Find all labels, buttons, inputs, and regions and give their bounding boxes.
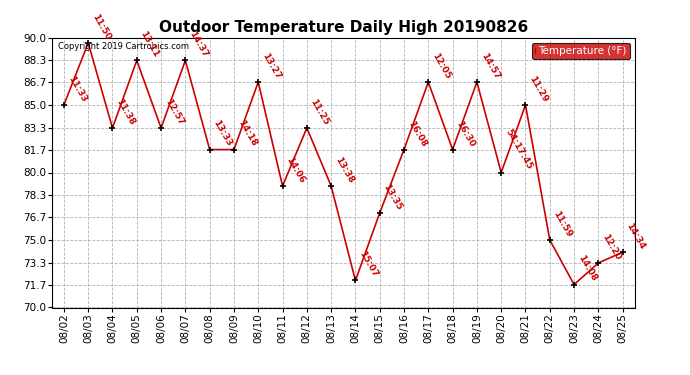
Text: 14:18: 14:18: [236, 119, 258, 148]
Text: 14:08: 14:08: [576, 254, 598, 283]
Text: 11:38: 11:38: [115, 97, 137, 127]
Text: 11:50: 11:50: [90, 12, 112, 42]
Text: 14:57: 14:57: [479, 51, 501, 81]
Text: 13:11: 13:11: [139, 30, 161, 59]
Text: 11:29: 11:29: [527, 74, 550, 104]
Text: 14:34: 14:34: [624, 221, 647, 251]
Text: 14:37: 14:37: [187, 30, 210, 59]
Text: 13:27: 13:27: [260, 51, 282, 81]
Text: 16:08: 16:08: [406, 119, 428, 148]
Text: 11:25: 11:25: [309, 97, 331, 127]
Text: 12:05: 12:05: [431, 51, 452, 81]
Text: Copyright 2019 Cartronics.com: Copyright 2019 Cartronics.com: [57, 42, 188, 51]
Text: 11:33: 11:33: [66, 74, 88, 104]
Text: 13:35: 13:35: [382, 182, 404, 212]
Text: 13:38: 13:38: [333, 155, 355, 184]
Text: 16:30: 16:30: [455, 119, 477, 148]
Title: Outdoor Temperature Daily High 20190826: Outdoor Temperature Daily High 20190826: [159, 20, 528, 35]
Text: 15:07: 15:07: [357, 250, 380, 279]
Text: 54:17:45: 54:17:45: [503, 128, 533, 171]
Text: 13:33: 13:33: [212, 119, 234, 148]
Text: 12:57: 12:57: [163, 97, 185, 127]
Text: 14:06: 14:06: [284, 155, 306, 184]
Text: 11:59: 11:59: [552, 209, 574, 238]
Text: 12:20: 12:20: [600, 232, 622, 262]
Legend: Temperature (°F): Temperature (°F): [532, 43, 629, 59]
